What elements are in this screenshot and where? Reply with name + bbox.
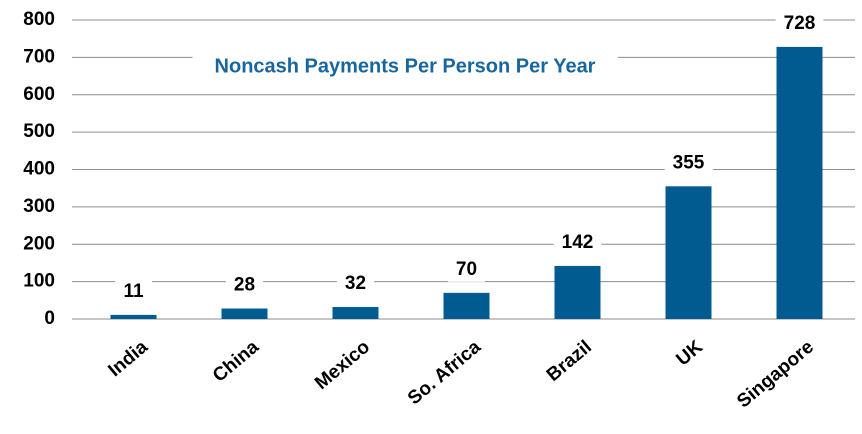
y-tick-label: 200 [23, 233, 55, 254]
chart-title: Noncash Payments Per Person Per Year [215, 55, 596, 77]
y-tick-label: 300 [23, 196, 55, 217]
value-label: 142 [562, 232, 594, 253]
label-background [336, 271, 375, 297]
label-background [775, 10, 824, 36]
y-tick-label: 600 [23, 84, 55, 105]
bar [332, 307, 379, 319]
label-background [115, 278, 152, 304]
label-background [447, 256, 486, 282]
bar [665, 186, 712, 319]
y-tick-label: 100 [23, 271, 55, 292]
x-tick-label: UK [672, 336, 707, 370]
value-label: 11 [123, 281, 144, 302]
y-tick-label: 800 [23, 9, 55, 30]
value-label: 70 [456, 259, 477, 280]
label-background [664, 150, 713, 176]
y-tick-label: 500 [23, 121, 55, 142]
grid-layer [72, 19, 855, 320]
x-tick-label: So. Africa [404, 336, 485, 409]
x-tick-label: China [209, 336, 263, 386]
y-tick-label: 700 [23, 46, 55, 67]
x-tick-label: India [104, 336, 152, 381]
label-background [553, 229, 602, 255]
label-background [192, 53, 618, 80]
value-label: 728 [784, 13, 816, 34]
label-background-layer [115, 10, 824, 304]
bar [110, 314, 157, 319]
x-tick-label: Singapore [733, 337, 818, 413]
x-tick-label: Brazil [543, 337, 596, 386]
bar [221, 308, 268, 319]
marks-layer: Noncash Payments Per Person Per Year 0 10… [23, 9, 823, 413]
bar [443, 292, 490, 319]
bar [554, 265, 601, 319]
value-label: 32 [345, 273, 366, 294]
y-tick-label: 0 [44, 308, 55, 329]
value-label: 355 [673, 152, 705, 173]
bar [776, 46, 823, 319]
y-tick-label: 400 [23, 159, 55, 180]
value-label: 28 [234, 275, 255, 296]
label-background [225, 272, 264, 298]
x-tick-label: Mexico [311, 337, 374, 394]
